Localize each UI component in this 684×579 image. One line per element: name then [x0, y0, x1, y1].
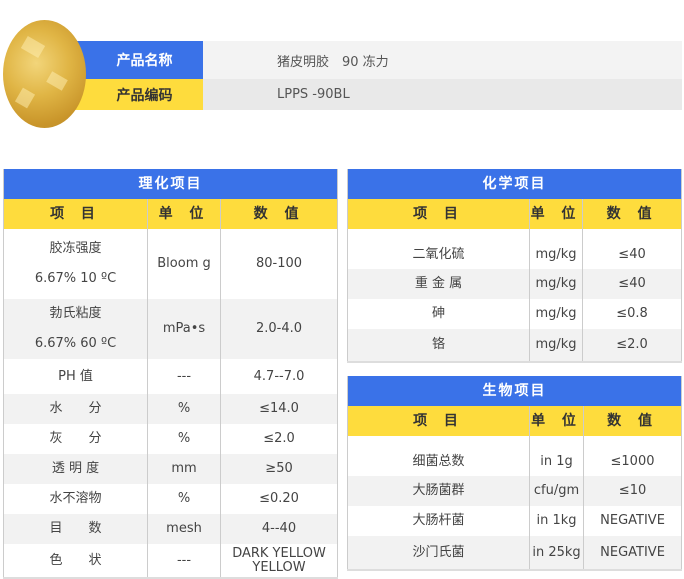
table-cell: cfu/gm	[529, 476, 584, 506]
table-cell: in 25kg	[529, 536, 584, 570]
table-cell: ≤40	[581, 269, 683, 299]
column-header: 单 位	[529, 199, 583, 229]
table-cell: 二氧化硫	[347, 229, 530, 269]
table-title: 生物项目	[346, 376, 683, 406]
table-cell: 色 状	[3, 544, 148, 578]
table-cell: 胶冻强度 6.67% 10 ºC	[3, 229, 148, 299]
bio-table: 生物项目项 目单 位数 值细菌总数 in 1g ≤1000 大肠菌群 cfu/gm ≤10…	[346, 376, 683, 571]
table-cell: ≤1000	[582, 436, 683, 476]
table-cell: PH 值	[3, 359, 148, 394]
table-cell: 大肠菌群	[347, 476, 530, 506]
table-row: 胶冻强度 6.67% 10 ºC Bloom g 80-100	[3, 229, 339, 299]
column-header: 单 位	[147, 199, 221, 229]
product-code-value: LPPS -90BL	[203, 79, 682, 110]
table-cell: 细菌总数	[347, 436, 530, 476]
column-header: 项 目	[3, 199, 148, 229]
table-row: 砷 mg/kg ≤0.8	[347, 299, 683, 329]
product-photo	[3, 20, 86, 128]
table-cell: mm	[147, 454, 221, 484]
column-header: 项 目	[347, 199, 530, 229]
table-cell: ≤2.0	[581, 329, 683, 362]
table-cell: 重 金 属	[347, 269, 530, 299]
table-row: 细菌总数 in 1g ≤1000	[347, 436, 683, 476]
table-cell: in 1kg	[529, 506, 584, 536]
column-header: 单 位	[529, 406, 584, 436]
table-cell: ≤14.0	[219, 394, 339, 424]
chem-table: 化学项目项 目单 位数 值二氧化硫 mg/kg ≤40 重 金 属 mg/kg ≤40 砷 m…	[346, 169, 683, 363]
table-cell: 80-100	[219, 229, 339, 299]
table-row: 色 状 --- DARK YELLOW YELLOW	[3, 544, 339, 578]
table-cell: 水不溶物	[3, 484, 148, 514]
table-cell: in 1g	[529, 436, 584, 476]
table-cell: ≤2.0	[219, 424, 339, 454]
table-cell: 2.0-4.0	[219, 299, 339, 359]
table-row: 水不溶物% ≤0.20	[3, 484, 339, 514]
table-row: 勃氏粘度 6.67% 60 ºC mPa•s 2.0-4.0	[3, 299, 339, 359]
table-row: 灰 分% ≤2.0	[3, 424, 339, 454]
table-cell: NEGATIVE	[582, 506, 683, 536]
table-row: 大肠杆菌 in 1kg NEGATIVE	[347, 506, 683, 536]
table-row: 透 明 度 mm ≥50	[3, 454, 339, 484]
table-cell: 砷	[347, 299, 530, 329]
table-row: 沙门氏菌 in 25kg NEGATIVE	[347, 536, 683, 570]
table-cell: 水 分	[3, 394, 148, 424]
table-title: 理化项目	[2, 169, 339, 199]
product-name-value: 猪皮明胶 90 冻力	[203, 41, 682, 79]
table-cell: %	[147, 394, 221, 424]
table-cell: Bloom g	[147, 229, 221, 299]
column-header: 数 值	[581, 199, 683, 229]
column-header: 数 值	[582, 406, 683, 436]
table-cell: ≥50	[219, 454, 339, 484]
table-cell: 4--40	[219, 514, 339, 544]
table-row: 目 数 mesh 4--40	[3, 514, 339, 544]
table-title: 化学项目	[346, 169, 683, 199]
physchem-table: 理化项目项 目单 位数 值胶冻强度 6.67% 10 ºC Bloom g 80-1…	[2, 169, 339, 579]
table-cell: %	[147, 484, 221, 514]
table-cell: ---	[147, 359, 221, 394]
table-cell: %	[147, 424, 221, 454]
table-cell: mg/kg	[529, 329, 583, 362]
table-row: 二氧化硫 mg/kg ≤40	[347, 229, 683, 269]
table-cell: ≤0.8	[581, 299, 683, 329]
column-header: 项 目	[347, 406, 530, 436]
table-row: 水 分% ≤14.0	[3, 394, 339, 424]
table-cell: 大肠杆菌	[347, 506, 530, 536]
table-cell: ≤40	[581, 229, 683, 269]
table-cell: 沙门氏菌	[347, 536, 530, 570]
table-row: 大肠菌群 cfu/gm ≤10	[347, 476, 683, 506]
table-row: 铬 mg/kg ≤2.0	[347, 329, 683, 362]
table-cell: ≤10	[582, 476, 683, 506]
column-header: 数 值	[219, 199, 339, 229]
table-cell: 4.7--7.0	[219, 359, 339, 394]
product-name-label: 产品名称	[70, 41, 203, 79]
table-cell: DARK YELLOW YELLOW	[219, 544, 339, 578]
table-cell: mg/kg	[529, 269, 583, 299]
table-cell: mg/kg	[529, 299, 583, 329]
table-cell: 铬	[347, 329, 530, 362]
table-row: PH 值 --- 4.7--7.0	[3, 359, 339, 394]
table-cell: 目 数	[3, 514, 148, 544]
product-code-label: 产品编码	[70, 79, 203, 110]
table-row: 重 金 属 mg/kg ≤40	[347, 269, 683, 299]
table-cell: ---	[147, 544, 221, 578]
table-cell: ≤0.20	[219, 484, 339, 514]
table-cell: 透 明 度	[3, 454, 148, 484]
table-cell: NEGATIVE	[582, 536, 683, 570]
table-cell: 勃氏粘度 6.67% 60 ºC	[3, 299, 148, 359]
table-cell: mPa•s	[147, 299, 221, 359]
table-cell: mesh	[147, 514, 221, 544]
table-cell: 灰 分	[3, 424, 148, 454]
table-cell: mg/kg	[529, 229, 583, 269]
